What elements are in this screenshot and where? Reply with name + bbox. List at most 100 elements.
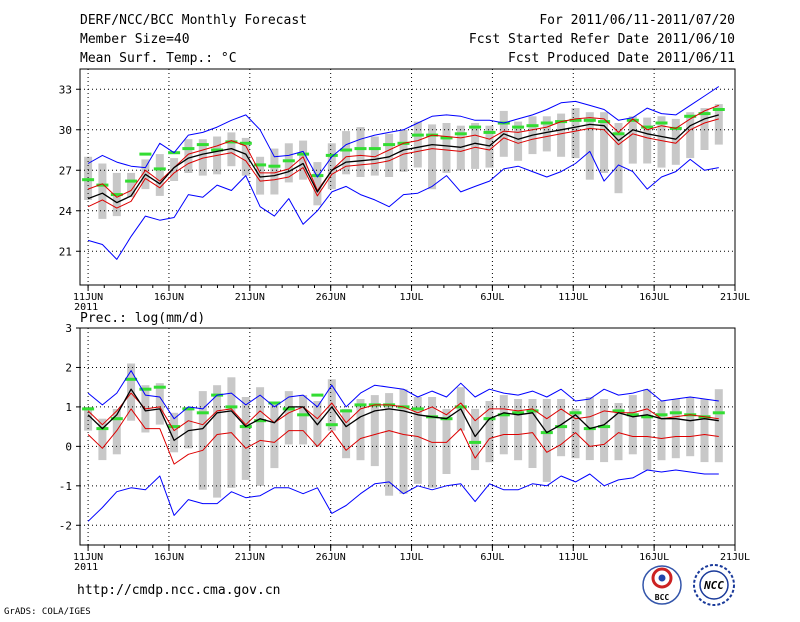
spread-box: [155, 383, 164, 425]
member-mark: [125, 179, 138, 183]
x-tick-label: 26JUN: [316, 292, 346, 303]
spread-box: [385, 133, 394, 177]
spread-box: [299, 140, 308, 180]
ensemble-mean-line: [87, 114, 719, 204]
spread-box: [399, 389, 408, 494]
member-mark: [311, 174, 324, 178]
member-mark: [368, 147, 381, 151]
spread-box: [671, 118, 680, 165]
spread-box: [184, 139, 193, 173]
spread-box: [370, 136, 379, 176]
source-url[interactable]: http://cmdp.ncc.cma.gov.cn: [77, 583, 281, 598]
x-tick-label: 6JUL: [480, 552, 504, 563]
spread-box: [184, 406, 193, 449]
ncc-logo-text: NCC: [703, 579, 724, 592]
x-tick-label: 21JUN: [235, 552, 265, 563]
member-mark: [641, 415, 654, 419]
lower-quantile-line: [87, 118, 719, 209]
x-tick-label: 11JUL: [558, 292, 588, 303]
spread-box: [327, 143, 336, 190]
x-tick-year-label: 2011: [74, 562, 98, 573]
y-tick-label: 27: [59, 164, 72, 177]
member-mark: [139, 152, 152, 156]
member-mark: [512, 411, 525, 415]
member-mark: [712, 411, 725, 415]
member-mark: [612, 132, 625, 136]
spread-box: [399, 129, 408, 172]
member-mark: [254, 163, 267, 167]
y-tick-label: 21: [59, 245, 72, 258]
member-mark: [225, 140, 238, 144]
y-tick-label: 0: [65, 440, 72, 453]
spread-box: [657, 116, 666, 168]
chart-title: DERF/NCC/BCC Monthly Forecast: [80, 13, 307, 28]
spread-box: [428, 124, 437, 190]
spread-box: [671, 399, 680, 459]
y-tick-label: 2: [65, 361, 72, 374]
member-mark: [182, 407, 195, 411]
spread-box: [442, 408, 451, 474]
member-mark: [526, 124, 539, 128]
member-mark: [598, 120, 611, 124]
spread-box: [514, 121, 523, 161]
plot-frame: [79, 327, 736, 546]
spread-box: [342, 131, 351, 175]
member-mark: [454, 405, 467, 409]
member-mark: [655, 413, 668, 417]
member-mark: [684, 114, 697, 118]
spread-box: [327, 379, 336, 431]
spread-box: [686, 397, 695, 457]
member-mark: [469, 125, 482, 129]
member-mark: [583, 118, 596, 122]
member-mark: [454, 132, 467, 136]
spread-box: [270, 403, 279, 469]
x-tick-label: 11JUN: [73, 292, 103, 303]
member-mark: [110, 193, 123, 197]
x-tick-label: 1JUL: [399, 292, 423, 303]
member-mark: [110, 417, 123, 421]
member-mark: [153, 385, 166, 389]
member-mark: [153, 167, 166, 171]
x-tick-label: 1JUL: [399, 552, 423, 563]
ensemble-mean-line: [87, 388, 719, 442]
x-tick-label: 6JUL: [480, 292, 504, 303]
y-tick-label: 24: [59, 205, 73, 218]
member-mark: [440, 136, 453, 140]
x-tick-label: 16JUL: [639, 552, 669, 563]
plot-frame: [79, 68, 736, 286]
member-mark: [125, 377, 138, 381]
member-mark: [196, 143, 209, 147]
bcc-logo-swirl: [651, 567, 673, 589]
forecast-produced-date: Fcst Produced Date 2011/06/11: [508, 51, 735, 66]
spread-box: [170, 158, 179, 181]
member-mark: [641, 125, 654, 129]
spread-box: [600, 112, 609, 173]
x-tick-year-label: 2011: [74, 302, 98, 313]
member-mark: [354, 147, 367, 151]
spread-box: [385, 393, 394, 496]
member-mark: [340, 148, 353, 152]
min-line: [87, 469, 719, 522]
member-mark: [268, 401, 281, 405]
member-mark: [254, 419, 267, 423]
spread-box: [628, 116, 637, 164]
prec-lines: [87, 370, 719, 522]
y-tick-label: 30: [59, 124, 72, 137]
spread-box: [557, 113, 566, 157]
spread-box: [442, 123, 451, 173]
member-mark: [96, 183, 109, 187]
spread-box: [514, 399, 523, 461]
spread-box: [313, 162, 322, 206]
y-tick-label: 33: [59, 83, 72, 96]
spread-box: [643, 117, 652, 164]
spread-box: [84, 406, 93, 431]
member-mark: [297, 413, 310, 417]
spread-box: [456, 125, 465, 171]
member-mark: [139, 387, 152, 391]
prec-boxes: [84, 363, 723, 498]
x-tick-label: 21JUN: [235, 292, 265, 303]
member-mark: [268, 164, 281, 168]
grads-credit: GrADS: COLA/IGES: [4, 607, 91, 617]
